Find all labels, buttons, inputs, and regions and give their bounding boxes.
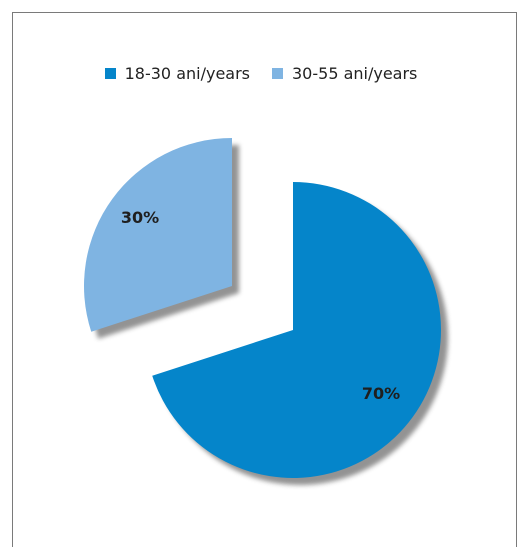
- slices: [83, 138, 442, 478]
- legend-swatch-30-55: [272, 68, 283, 79]
- legend-label-30-55: 30-55 ani/years: [292, 64, 418, 83]
- data-label-0: 70%: [362, 384, 400, 403]
- pie-slice-0: [152, 182, 442, 478]
- legend-label-18-30: 18-30 ani/years: [124, 64, 250, 83]
- slice-labels: 70% 30%: [121, 208, 400, 403]
- pie-slice-1: [83, 138, 232, 332]
- data-label-1: 30%: [121, 208, 159, 227]
- legend-swatch-18-30: [104, 68, 116, 79]
- legend-item-30-55: 30-55 ani/years: [272, 64, 417, 83]
- legend-item-18-30: 18-30 ani/years: [104, 64, 250, 83]
- legend: 18-30 ani/years 30-55 ani/years: [0, 64, 522, 83]
